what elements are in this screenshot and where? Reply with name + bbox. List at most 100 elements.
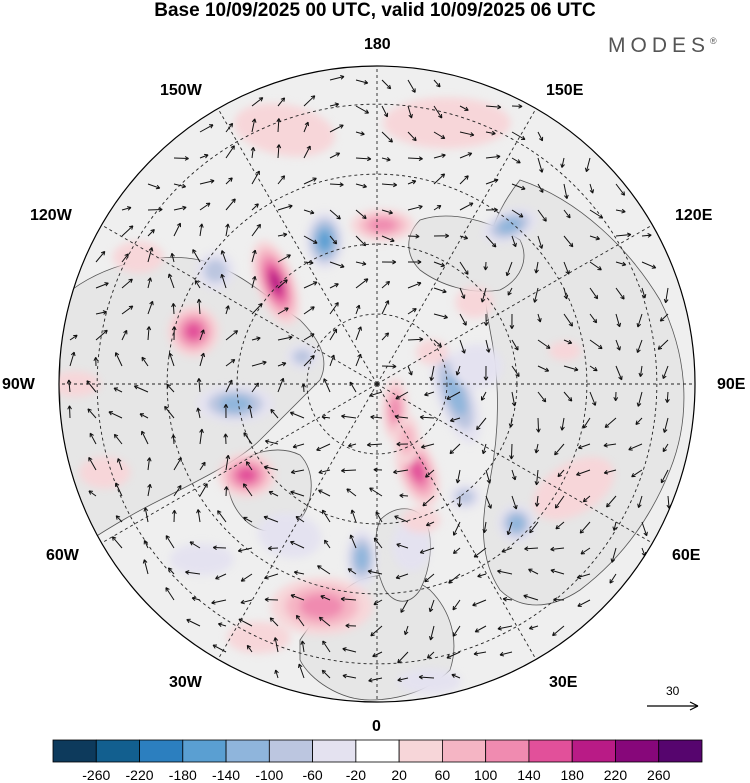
wind-vector-103	[563, 235, 574, 248]
wind-vector-314	[603, 469, 617, 475]
wind-vector-135	[251, 275, 257, 289]
colorbar-swatch-0	[52, 739, 97, 763]
wind-vector-266	[560, 417, 565, 431]
wind-vector-402	[191, 596, 201, 602]
wind-vector-305	[373, 467, 383, 473]
wind-vector-315	[631, 469, 643, 478]
wind-vector-7	[303, 95, 316, 107]
wind-vector-193	[537, 339, 551, 349]
anomaly-blob-30-0	[226, 621, 291, 654]
wind-vector-328	[369, 487, 383, 497]
wind-vector-151	[663, 287, 669, 304]
wind-vector-105	[615, 232, 632, 238]
wind-vector-142	[433, 287, 447, 294]
wind-vector-93	[303, 235, 318, 244]
wind-vector-58	[433, 173, 446, 185]
latitude-circle-3	[96, 103, 658, 665]
wind-vector-398	[550, 568, 565, 575]
wind-vector-293	[662, 443, 669, 453]
wind-vector-115	[303, 260, 314, 265]
wind-vector-300	[245, 461, 253, 471]
wind-vector-259	[370, 414, 383, 420]
wind-vector-237	[424, 391, 435, 397]
wind-vector-335	[554, 495, 565, 509]
wind-vector-158	[251, 303, 263, 315]
anomaly-blob-15-2	[498, 218, 522, 234]
wind-vector-104	[589, 235, 600, 241]
colorbar-swatch-7	[355, 739, 400, 763]
anomaly-blob-13-0	[549, 341, 581, 361]
wind-vector-161	[329, 302, 339, 315]
wind-vector-106	[641, 233, 652, 238]
anomaly-blob-2-2	[354, 545, 369, 571]
wind-vector-119	[408, 259, 422, 265]
wind-vector-358	[579, 521, 591, 534]
wind-vector-222	[662, 365, 669, 379]
wind-vector-99	[459, 235, 469, 240]
wind-vector-422	[295, 614, 305, 627]
wind-vector-316	[660, 469, 669, 484]
wind-vector-330	[422, 495, 435, 507]
wind-vector-98	[433, 233, 450, 239]
wind-vector-0	[329, 75, 345, 81]
wind-vector-2	[381, 79, 392, 90]
wind-vector-21	[329, 124, 344, 133]
wind-vector-376	[501, 547, 513, 553]
wind-vector-146	[533, 287, 539, 303]
wind-vector-140	[381, 280, 391, 289]
wind-vector-363	[165, 535, 175, 549]
wind-vectors	[66, 75, 672, 683]
wind-vector-317	[88, 490, 97, 497]
wind-vector-217	[537, 365, 550, 372]
wind-vector-131	[147, 277, 152, 289]
colorbar-swatch-11	[528, 739, 573, 763]
colorbar	[52, 739, 703, 763]
wind-vector-257	[321, 414, 331, 420]
wind-vector-215	[483, 365, 489, 381]
wind-vector-145	[507, 287, 513, 296]
wind-vector-128	[641, 261, 657, 269]
colorbar-tick-label: -20	[345, 767, 366, 783]
wind-vector-235	[369, 391, 383, 398]
wind-vector-170	[563, 313, 573, 327]
wind-vector-348	[321, 509, 331, 523]
wind-vector-46	[584, 157, 591, 173]
wind-vector-100	[485, 235, 497, 248]
wind-vector-362	[143, 539, 149, 549]
wind-vector-41	[459, 152, 473, 159]
wind-vector-430	[497, 625, 513, 631]
wind-vector-68	[173, 205, 187, 211]
wind-vector-244	[613, 391, 619, 402]
wind-vector-412	[452, 599, 461, 611]
lon-label-150w: 150W	[160, 82, 202, 99]
wind-vector-211	[381, 363, 397, 369]
wind-vector-229	[225, 379, 233, 393]
anomaly-blob-8-2	[389, 396, 401, 424]
wind-vector-443	[473, 651, 487, 656]
wind-vector-75	[355, 209, 367, 220]
wind-vector-378	[550, 546, 565, 552]
reference-vector-head	[689, 701, 699, 711]
wind-vector-240	[511, 391, 517, 407]
wind-vector-406	[290, 594, 305, 601]
wind-vector-265	[536, 417, 541, 433]
wind-vector-417	[577, 599, 591, 607]
wind-vector-407	[320, 595, 331, 601]
wind-vector-150	[641, 287, 647, 299]
wind-vector-327	[346, 488, 357, 497]
colorbar-tick-label: 20	[391, 767, 407, 783]
wind-vector-319	[147, 483, 152, 497]
latitude-circle-2	[166, 173, 588, 595]
lon-label-30e: 30E	[549, 674, 578, 691]
wind-vector-84	[589, 209, 604, 219]
wind-vector-63	[563, 183, 569, 200]
colorbar-swatch-2	[139, 739, 184, 763]
wind-vector-356	[529, 521, 539, 534]
wind-vector-341	[143, 507, 149, 523]
wind-vector-10	[381, 105, 389, 118]
wind-vector-283	[396, 441, 409, 447]
wind-vector-436	[300, 640, 306, 653]
lon-label-30w: 30W	[169, 674, 202, 691]
wind-vector-441	[426, 651, 435, 659]
wind-vector-129	[95, 282, 109, 289]
